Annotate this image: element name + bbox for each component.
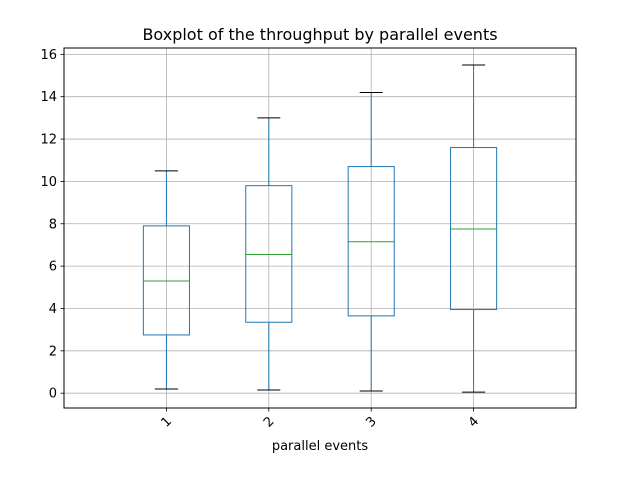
y-tick-label: 16 — [40, 48, 57, 63]
chart-title: Boxplot of the throughput by parallel ev… — [142, 25, 497, 44]
x-axis-label: parallel events — [272, 439, 369, 454]
x-tick-label: 1 — [159, 414, 175, 430]
y-tick-label: 0 — [49, 387, 57, 402]
box-iqr — [245, 185, 293, 323]
y-tick-label: 8 — [49, 217, 57, 232]
box-iqr — [347, 166, 395, 317]
y-tick-label: 2 — [49, 344, 57, 359]
box-iqr — [142, 225, 190, 336]
x-tick-label: 3 — [363, 414, 379, 430]
x-tick-label: 2 — [261, 414, 277, 430]
grid-lines — [64, 48, 576, 408]
x-tick-label: 4 — [466, 414, 482, 430]
y-tick-label: 12 — [40, 133, 57, 148]
y-tick-label: 6 — [49, 260, 57, 275]
y-tick-label: 14 — [40, 90, 57, 105]
plot-frame — [63, 47, 577, 409]
y-tick-label: 10 — [40, 175, 57, 190]
box-layer — [142, 64, 498, 393]
box-iqr — [450, 147, 498, 311]
y-tick-label: 4 — [49, 302, 57, 317]
